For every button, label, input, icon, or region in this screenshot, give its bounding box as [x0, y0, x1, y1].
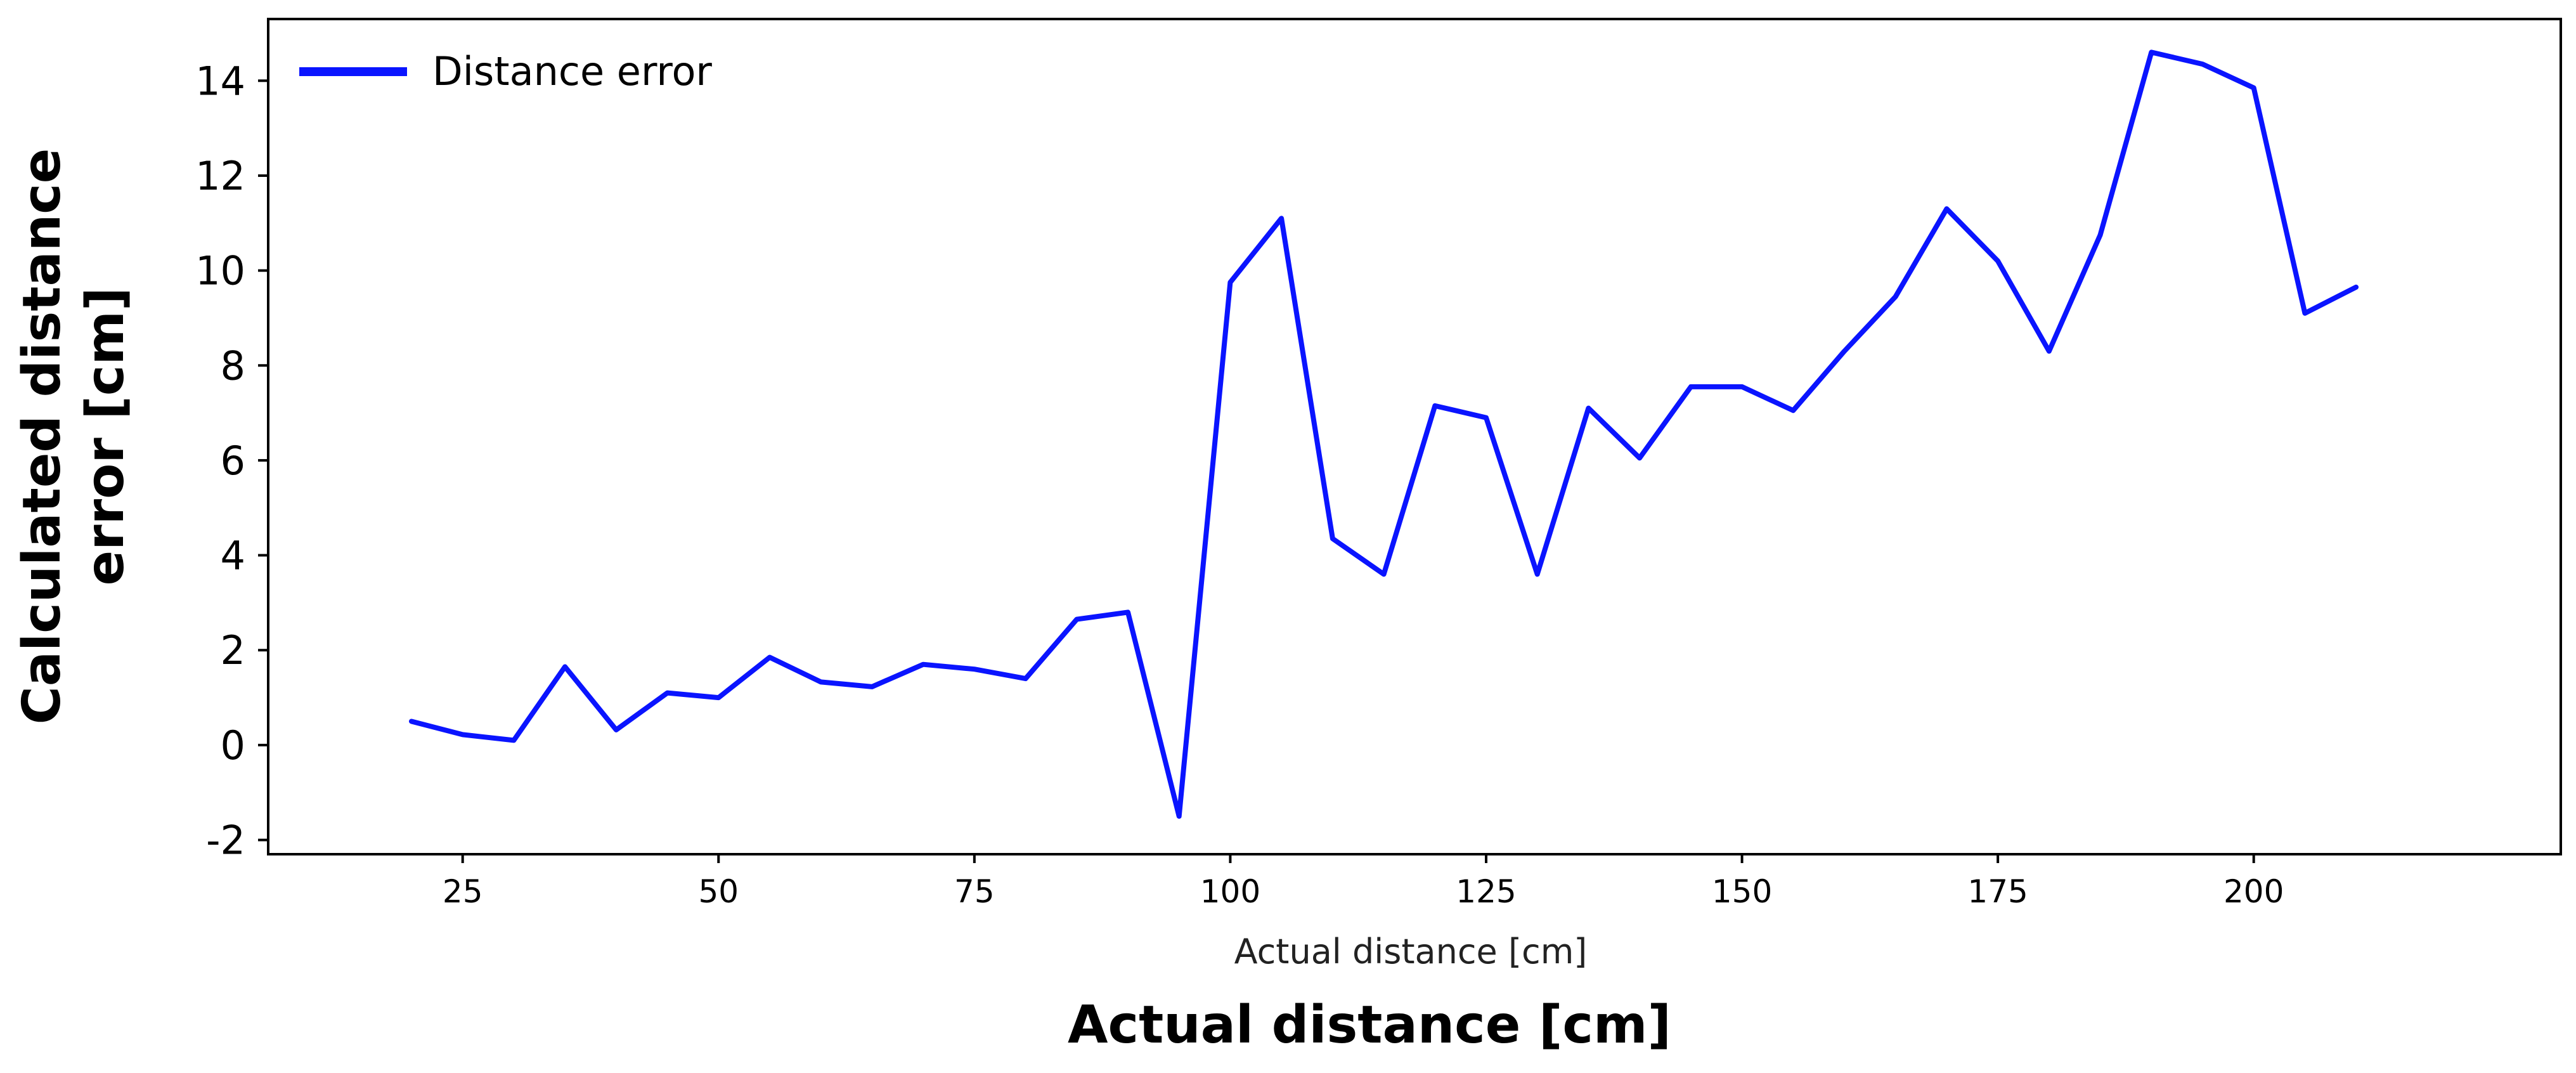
x-tick-label: 25: [443, 873, 483, 910]
y-tick-label: 8: [221, 342, 245, 389]
y-tick-label: 10: [195, 248, 245, 294]
legend-label: Distance error: [432, 48, 712, 94]
x-tick-label: 150: [1712, 873, 1772, 910]
x-axis-ticks: 25 50 75 100 125 150 175 200: [443, 854, 2284, 910]
x-tick-label: 50: [698, 873, 739, 910]
outer-x-axis-title: Actual distance [cm]: [1068, 995, 1671, 1055]
x-tick-label: 125: [1456, 873, 1516, 910]
y-tick-label: 2: [221, 627, 245, 673]
y-tick-label: 14: [195, 58, 245, 104]
plot-area-frame: [267, 18, 2562, 855]
y-axis-title-line-2: error [cm]: [75, 287, 136, 586]
x-tick-label: 200: [2223, 873, 2284, 910]
y-tick-label: 4: [221, 533, 245, 579]
x-tick-label: 175: [1967, 873, 2028, 910]
x-tick-label: 75: [954, 873, 995, 910]
legend: Distance error: [299, 48, 712, 94]
y-tick-label: 12: [195, 153, 245, 199]
x-axis-label: Actual distance [cm]: [1234, 932, 1588, 972]
y-tick-label: -2: [206, 817, 245, 864]
y-tick-label: 0: [221, 722, 245, 769]
y-axis-ticks: -2 0 2 4 6 8 10 12 14: [195, 58, 268, 864]
y-axis-title-line-1: Calculated distance: [12, 148, 72, 725]
x-tick-label: 100: [1200, 873, 1260, 910]
y-tick-label: 6: [221, 438, 245, 484]
distance-error-series-line: [409, 49, 2359, 819]
